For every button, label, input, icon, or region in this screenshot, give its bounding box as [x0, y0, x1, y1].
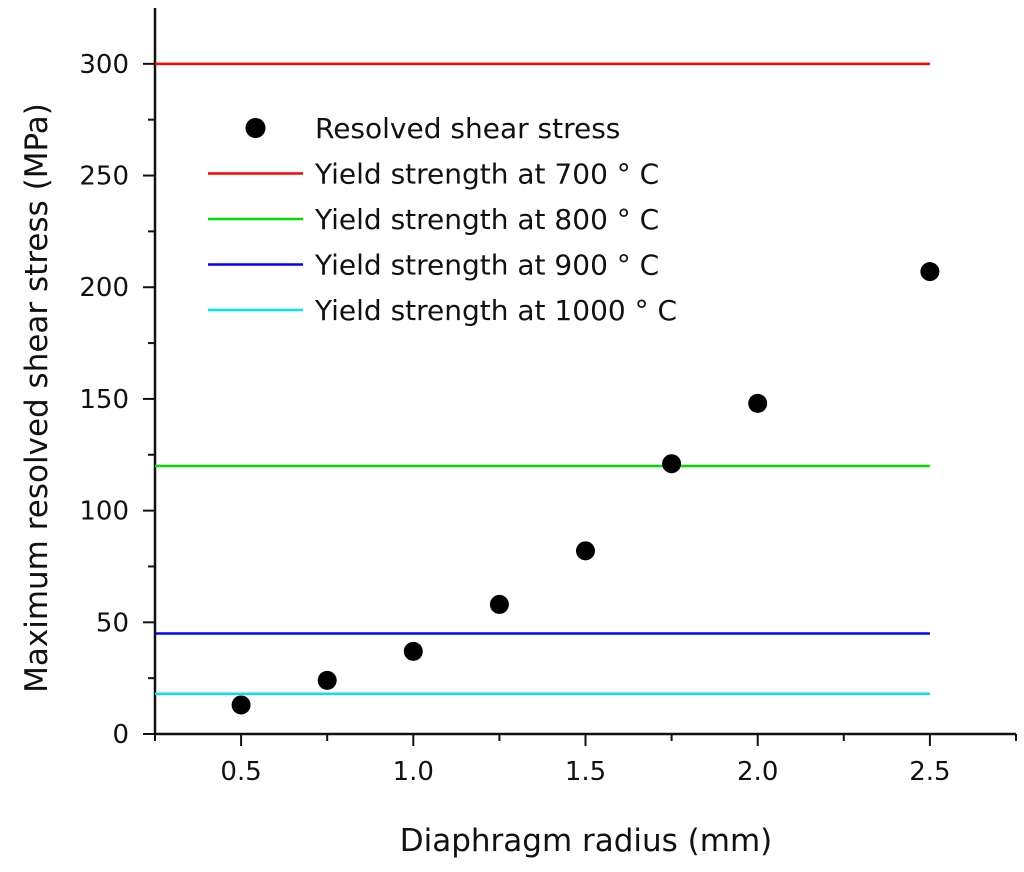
y-tick-label: 0: [112, 720, 129, 750]
y-tick-label: 250: [79, 162, 129, 192]
legend-label: Yield strength at 900 ° C: [314, 249, 659, 282]
legend-label: Yield strength at 1000 ° C: [314, 294, 677, 327]
x-tick-label: 0.5: [220, 757, 261, 787]
y-tick-label: 50: [96, 608, 129, 638]
reference-lines: [155, 62, 930, 696]
y-axis-title: Maximum resolved shear stress (MPa): [19, 103, 55, 693]
data-point: [748, 393, 768, 413]
x-tick-label: 2.5: [909, 757, 950, 787]
data-point: [662, 454, 682, 474]
legend: Resolved shear stress Yield strength at 7…: [208, 112, 677, 327]
data-point: [231, 695, 251, 715]
x-tick-label: 1.0: [393, 757, 434, 787]
x-tick-label: 2.0: [737, 757, 778, 787]
data-point: [403, 641, 423, 661]
x-axis-title: Diaphragm radius (mm): [400, 823, 773, 859]
y-tick-label: 150: [79, 385, 129, 415]
x-tick-label: 1.5: [565, 757, 606, 787]
legend-label: Yield strength at 700 ° C: [314, 158, 659, 191]
y-tick-label: 100: [79, 497, 129, 527]
data-point: [576, 541, 595, 561]
data-point: [489, 594, 509, 614]
legend-label: Yield strength at 800 ° C: [314, 203, 659, 236]
tick-labels: 0 50 100 150 200 250 300 0.5 1.0 1.5 2.0 2.5: [79, 50, 950, 787]
axes: [143, 8, 1017, 746]
data-points: [231, 262, 940, 715]
legend-marker: [245, 118, 266, 138]
data-point: [920, 262, 940, 282]
legend-label: Resolved shear stress: [315, 112, 620, 145]
y-tick-label: 300: [79, 50, 129, 80]
data-point: [317, 670, 337, 690]
y-tick-label: 200: [79, 273, 129, 303]
